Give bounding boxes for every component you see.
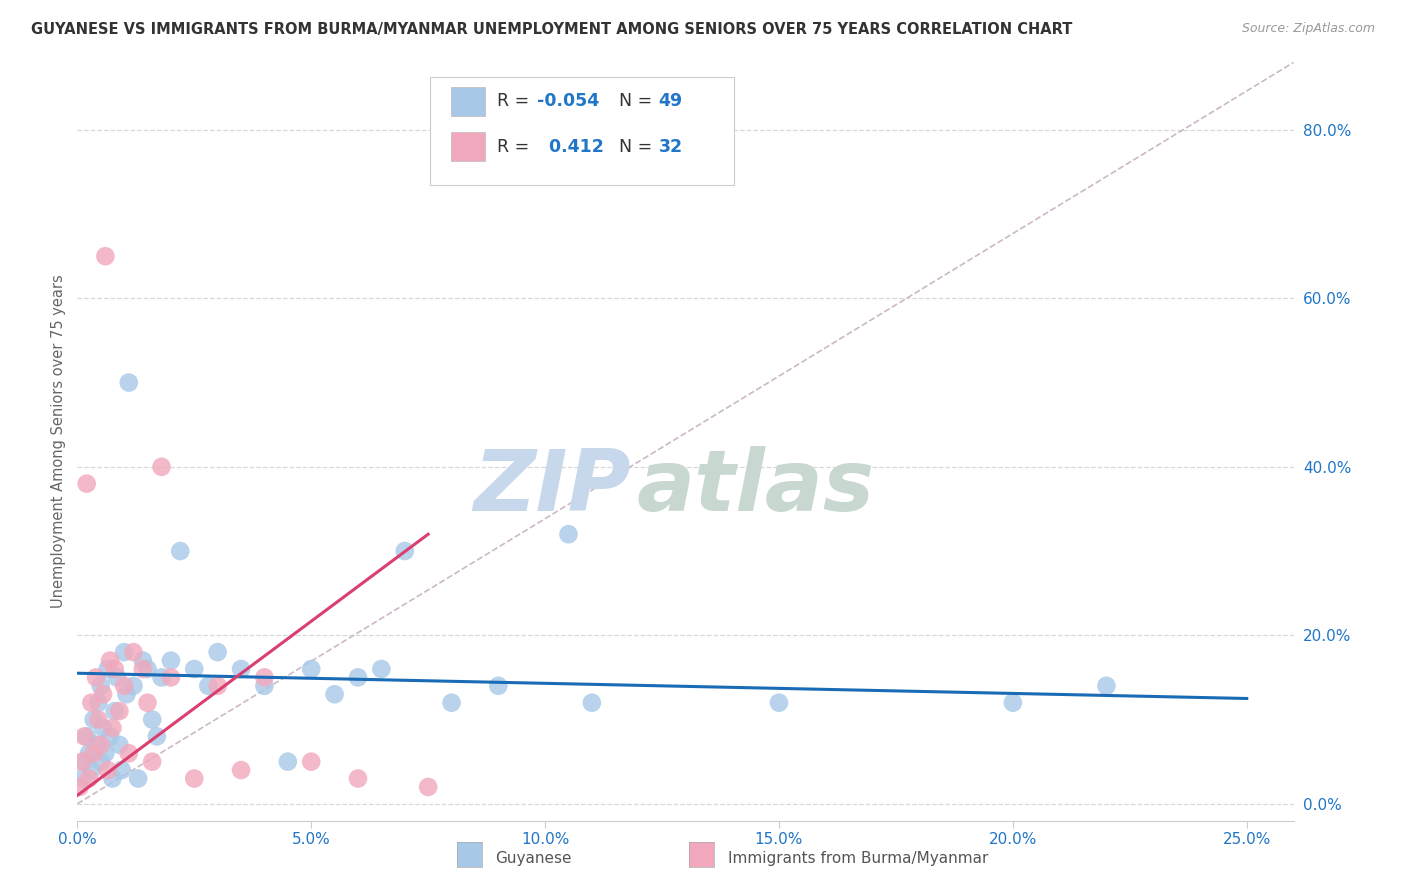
FancyBboxPatch shape [451, 132, 485, 161]
FancyBboxPatch shape [430, 77, 734, 186]
Point [440, 696, 463, 710]
Point [108, 738, 131, 752]
Point [70, 772, 93, 786]
Point [98, 654, 121, 668]
Point [118, 746, 141, 760]
Text: 0.412: 0.412 [537, 137, 605, 155]
Point [108, 704, 131, 718]
Text: GUYANESE VS IMMIGRANTS FROM BURMA/MYANMAR UNEMPLOYMENT AMONG SENIORS OVER 75 YEA: GUYANESE VS IMMIGRANTS FROM BURMA/MYANMA… [31, 22, 1073, 37]
Point [323, 687, 346, 701]
Point [84, 738, 107, 752]
Point [105, 670, 128, 684]
Point [90, 738, 112, 752]
Text: -0.054: -0.054 [537, 92, 599, 110]
Point [768, 696, 790, 710]
Point [97, 763, 120, 777]
Point [97, 662, 120, 676]
Point [118, 376, 141, 390]
Point [112, 645, 135, 659]
Point [207, 645, 229, 659]
Point [83, 746, 105, 760]
Point [150, 670, 173, 684]
Text: Source: ZipAtlas.com: Source: ZipAtlas.com [1241, 22, 1375, 36]
Point [557, 527, 579, 541]
Point [160, 670, 183, 684]
Text: Guyanese: Guyanese [495, 851, 571, 865]
Point [73, 755, 96, 769]
Point [94, 746, 117, 760]
Point [132, 662, 155, 676]
Point [122, 645, 145, 659]
Point [169, 544, 191, 558]
Point [299, 755, 322, 769]
Point [229, 662, 252, 676]
Point [111, 763, 134, 777]
Text: atlas: atlas [637, 445, 875, 529]
Point [277, 755, 299, 769]
Point [70, 755, 93, 769]
Point [141, 713, 163, 727]
Point [77, 772, 100, 786]
Point [486, 679, 509, 693]
Point [80, 696, 103, 710]
Y-axis label: Unemployment Among Seniors over 75 years: Unemployment Among Seniors over 75 years [51, 275, 66, 608]
Point [229, 763, 252, 777]
Point [581, 696, 603, 710]
Point [394, 544, 416, 558]
Point [160, 654, 183, 668]
Point [101, 772, 124, 786]
Point [253, 670, 276, 684]
Point [80, 763, 103, 777]
Point [73, 730, 96, 744]
Point [197, 679, 219, 693]
Point [299, 662, 322, 676]
Point [69, 780, 91, 794]
Point [104, 704, 127, 718]
Text: R =: R = [496, 137, 534, 155]
Text: 32: 32 [658, 137, 683, 155]
Point [370, 662, 392, 676]
Point [77, 746, 100, 760]
Point [115, 687, 138, 701]
Point [112, 679, 135, 693]
Point [90, 755, 112, 769]
Text: R =: R = [496, 92, 534, 110]
Text: 49: 49 [658, 92, 683, 110]
Point [141, 755, 163, 769]
Point [90, 679, 112, 693]
Point [1001, 696, 1024, 710]
Text: N =: N = [619, 92, 657, 110]
Point [76, 476, 98, 491]
Point [91, 721, 114, 735]
Text: Immigrants from Burma/Myanmar: Immigrants from Burma/Myanmar [728, 851, 988, 865]
Point [347, 772, 370, 786]
Point [84, 670, 107, 684]
Point [146, 730, 169, 744]
Point [76, 730, 98, 744]
Point [104, 662, 127, 676]
Point [150, 459, 173, 474]
Point [347, 670, 370, 684]
Point [98, 730, 121, 744]
Point [87, 696, 110, 710]
Point [253, 679, 276, 693]
Point [87, 713, 110, 727]
Point [132, 654, 155, 668]
Point [1095, 679, 1118, 693]
Point [83, 713, 105, 727]
Point [136, 662, 159, 676]
Point [183, 662, 205, 676]
Point [91, 687, 114, 701]
Point [101, 721, 124, 735]
Point [136, 696, 159, 710]
Point [183, 772, 205, 786]
Text: ZIP: ZIP [472, 445, 631, 529]
Text: N =: N = [619, 137, 657, 155]
Point [207, 679, 229, 693]
Point [122, 679, 145, 693]
FancyBboxPatch shape [451, 87, 485, 116]
Point [418, 780, 440, 794]
Point [127, 772, 149, 786]
Point [94, 249, 117, 263]
